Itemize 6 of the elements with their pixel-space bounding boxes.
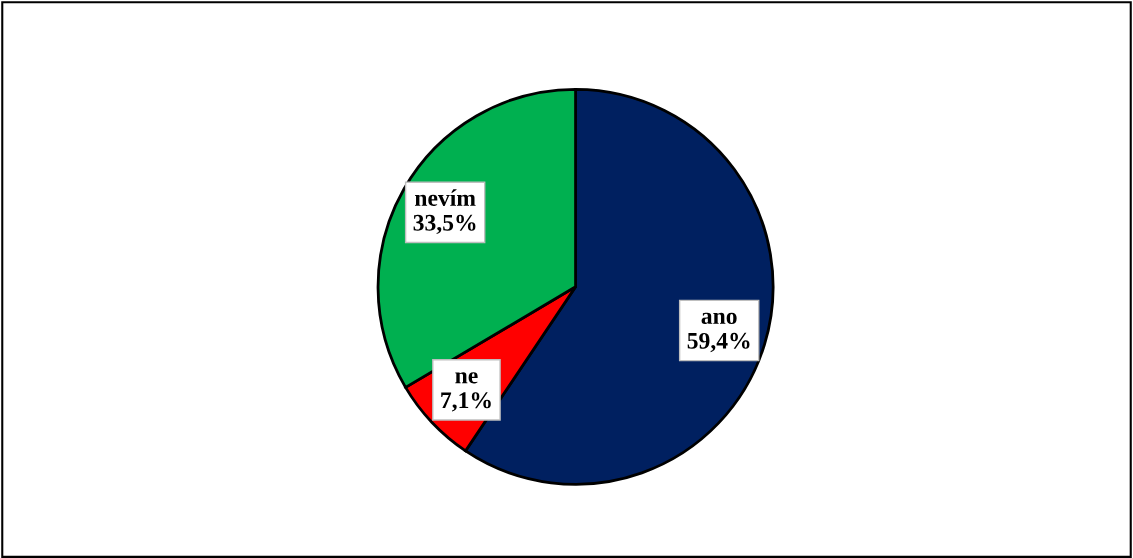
slice-label: ne (455, 372, 478, 384)
data-label: 7,1% (441, 392, 491, 412)
data-label: 59,4% (687, 332, 750, 353)
slice-label: nevím (414, 189, 476, 206)
slice-label: ano (701, 312, 737, 325)
data-label: 33,5% (413, 214, 476, 235)
